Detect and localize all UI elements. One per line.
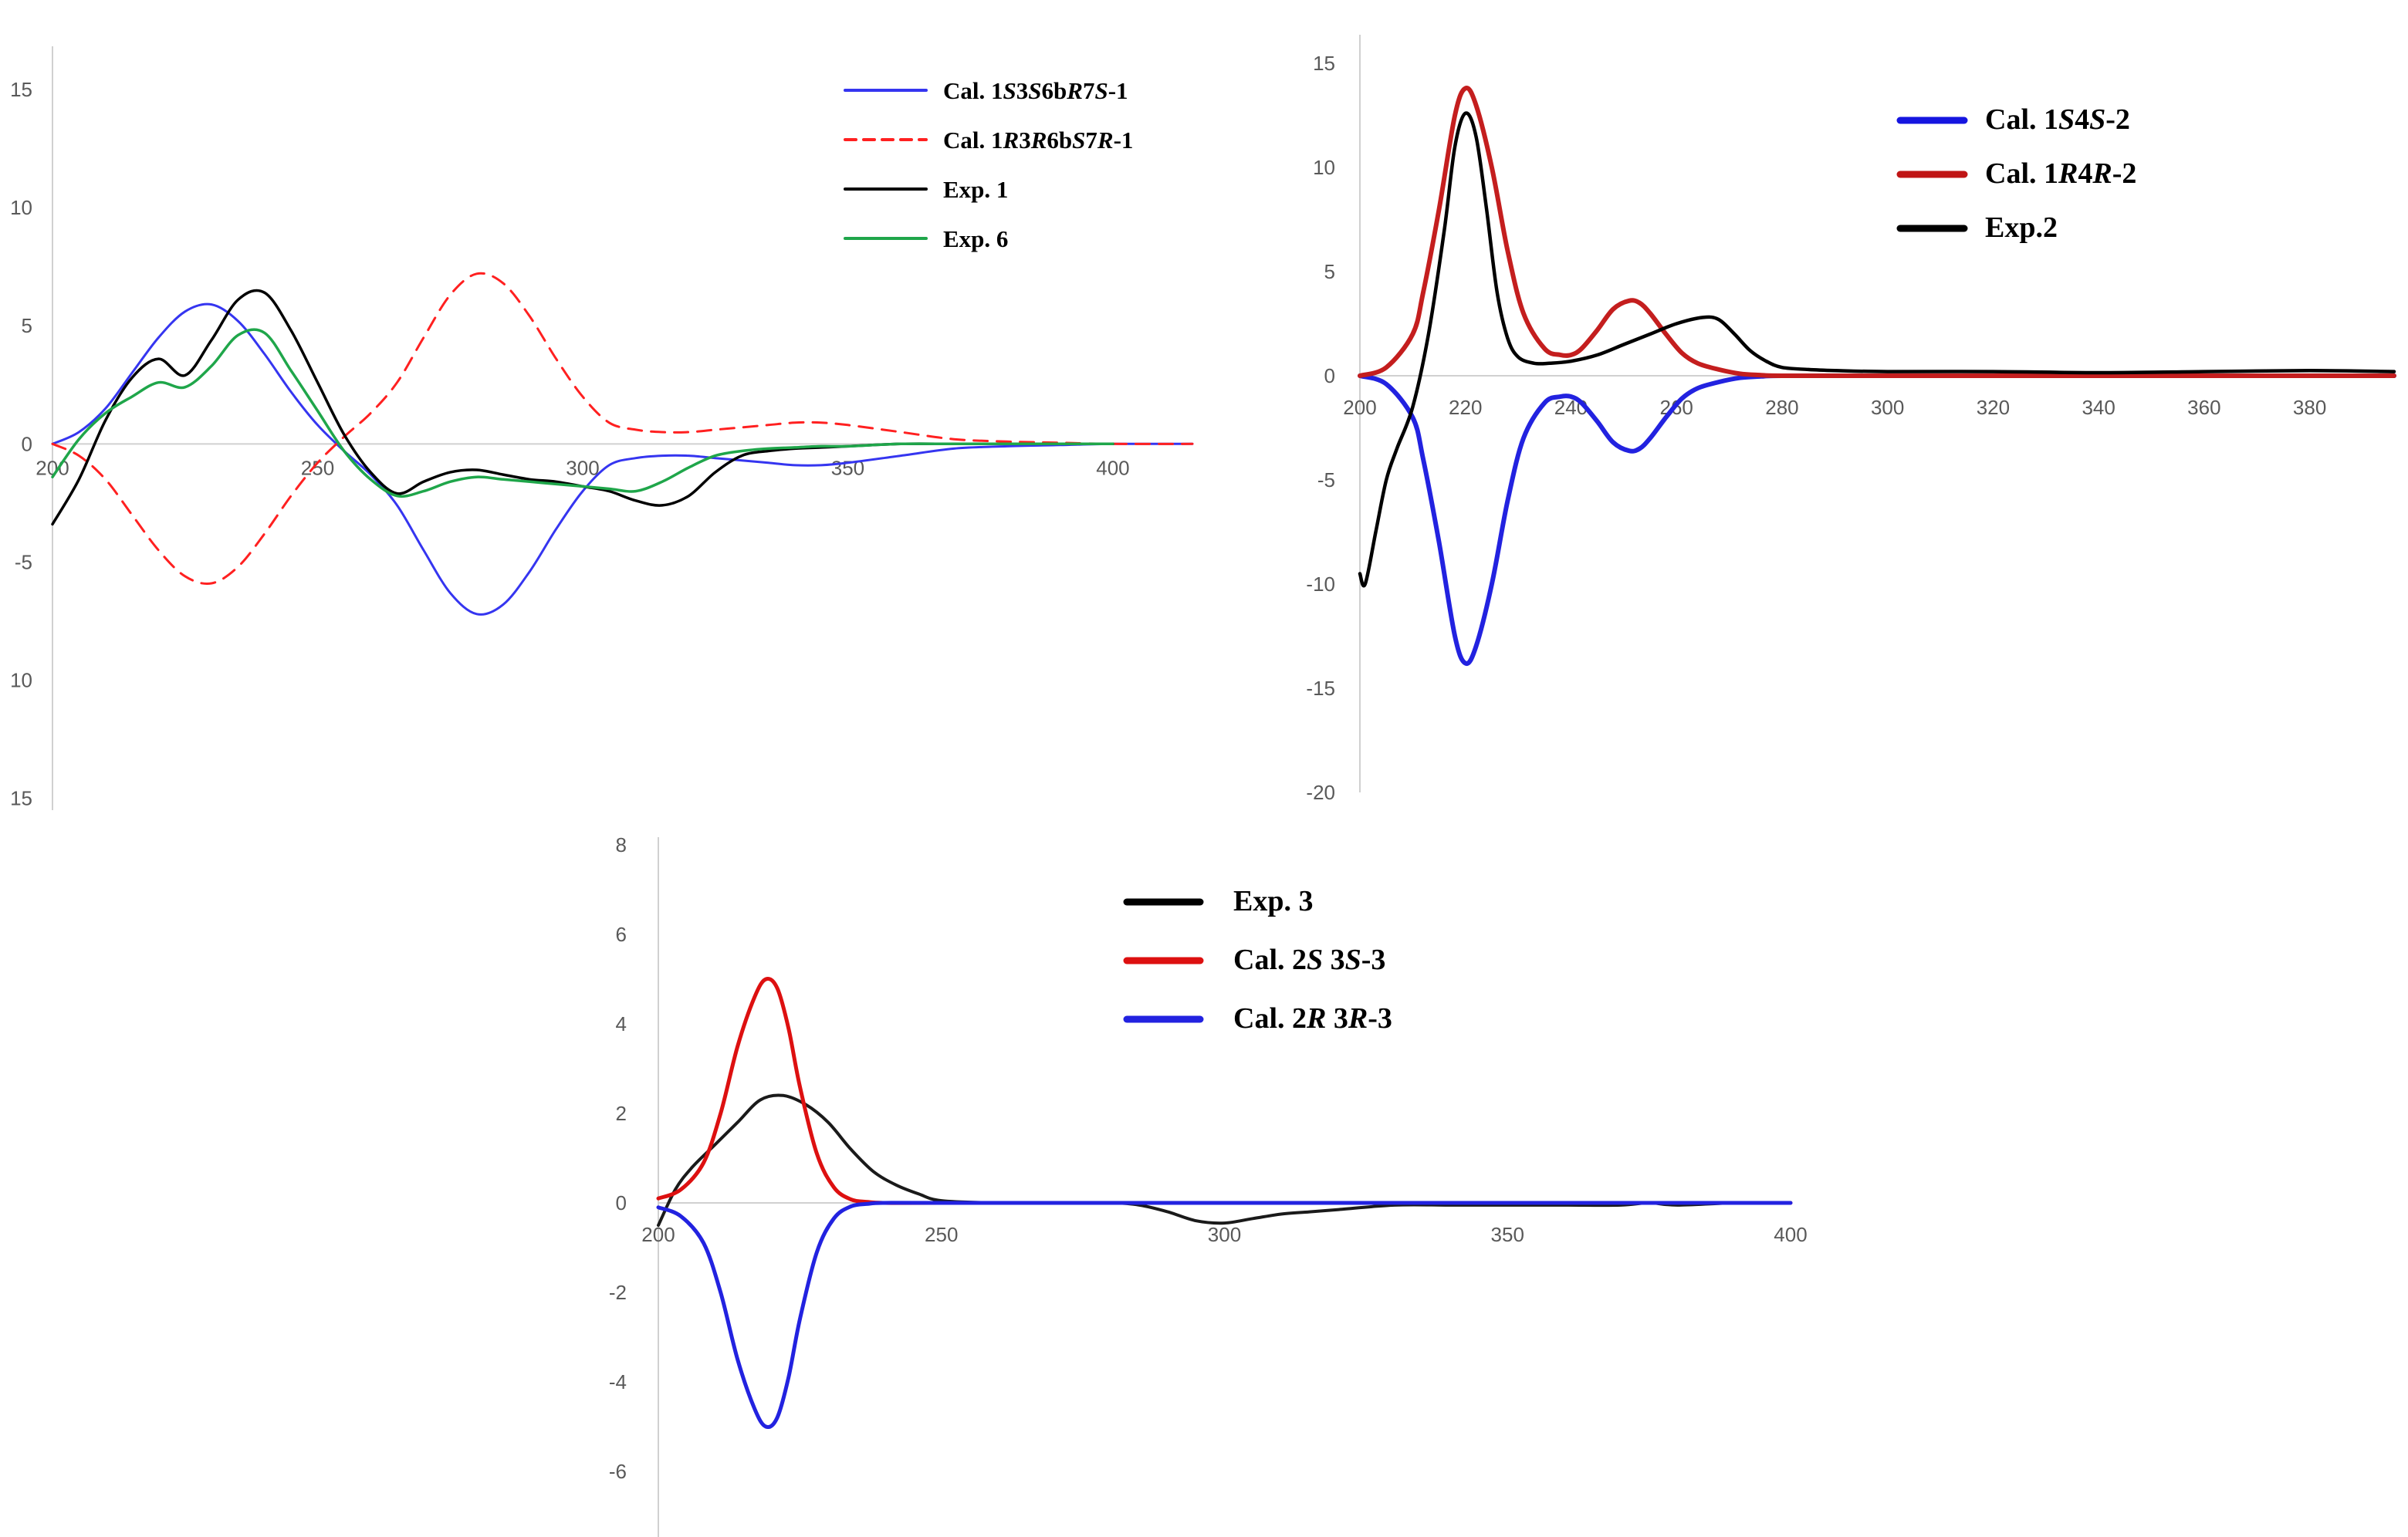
y-tick-label: -2	[609, 1281, 627, 1304]
y-tick-label: 10	[1313, 156, 1335, 179]
x-tick-label: 300	[566, 456, 599, 479]
x-tick-label: 300	[1871, 396, 1904, 419]
legend-label: Cal. 2R 3R-3	[1233, 1002, 1392, 1035]
legend-label: Cal. 1S3S6bR7S-1	[943, 77, 1128, 104]
y-tick-label: 0	[22, 432, 32, 455]
x-tick-label: 350	[831, 456, 864, 479]
y-tick-label: -5	[1317, 468, 1335, 492]
y-tick-label: 15	[10, 787, 32, 810]
y-tick-label: 10	[10, 196, 32, 219]
legend: Cal. 1S3S6bR7S-1 Cal. 1R3R6bS7R-1 Exp. 1 Ex…	[844, 77, 1133, 252]
series-line	[1358, 86, 2396, 379]
y-tick-label: -10	[1306, 573, 1335, 596]
x-tick-label: 400	[1096, 456, 1129, 479]
y-tick-label: 5	[22, 314, 32, 337]
legend-label: Cal. 1R3R6bS7R-1	[943, 127, 1133, 154]
y-tick-label: 6	[616, 923, 627, 946]
series-line	[656, 977, 1793, 1205]
x-tick-label: 280	[1765, 396, 1798, 419]
y-tick-label: 10	[10, 669, 32, 692]
y-tick-label: 8	[616, 833, 627, 856]
x-tick-label: 200	[641, 1223, 675, 1246]
series-line	[51, 328, 1114, 498]
x-tick-label: 220	[1449, 396, 1482, 419]
legend-label: Cal. 1S4S-2	[1985, 103, 2130, 136]
legend: Exp. 3 Cal. 2S 3S-3 Cal. 2R 3R-3	[1123, 885, 1392, 1035]
x-tick-label: 340	[2082, 396, 2115, 419]
series-line	[657, 1093, 1792, 1227]
y-tick-label: -20	[1306, 781, 1335, 804]
y-tick-label: 4	[616, 1012, 627, 1035]
series-line	[656, 1201, 1793, 1429]
series-line	[51, 272, 1194, 585]
legend-label: Exp.2	[1985, 211, 2058, 244]
x-tick-label: 380	[2293, 396, 2326, 419]
y-tick-label: 2	[616, 1102, 627, 1125]
y-tick-label: -15	[1306, 677, 1335, 700]
y-tick-label: -5	[15, 550, 32, 573]
x-tick-label: 250	[301, 456, 334, 479]
series-line	[51, 289, 1114, 526]
y-tick-label: 0	[1324, 364, 1335, 387]
x-tick-label: 320	[1977, 396, 2010, 419]
x-tick-label: 400	[1774, 1223, 1807, 1246]
y-tick-label: 5	[1324, 260, 1335, 283]
x-tick-label: 300	[1208, 1223, 1241, 1246]
legend: Cal. 1S4S-2 Cal. 1R4R-2 Exp.2	[1896, 103, 2136, 244]
x-tick-label: 240	[1554, 396, 1588, 419]
x-tick-label: 350	[1491, 1223, 1524, 1246]
x-tick-label: 200	[1343, 396, 1376, 419]
legend-label: Cal. 2S 3S-3	[1233, 944, 1385, 976]
series-line	[51, 302, 1194, 616]
x-tick-label: 360	[2187, 396, 2220, 419]
legend-label: Exp. 1	[943, 176, 1008, 203]
y-tick-label: -4	[609, 1370, 627, 1393]
y-tick-label: 0	[616, 1191, 627, 1214]
y-tick-label: -6	[609, 1460, 627, 1483]
legend-label: Exp. 3	[1233, 885, 1313, 917]
x-tick-label: 250	[925, 1223, 958, 1246]
series-line	[1358, 111, 2396, 588]
legend-label: Cal. 1R4R-2	[1985, 157, 2136, 190]
legend-label: Exp. 6	[943, 225, 1008, 252]
y-tick-label: 15	[1313, 52, 1335, 75]
y-tick-label: 15	[10, 78, 32, 101]
